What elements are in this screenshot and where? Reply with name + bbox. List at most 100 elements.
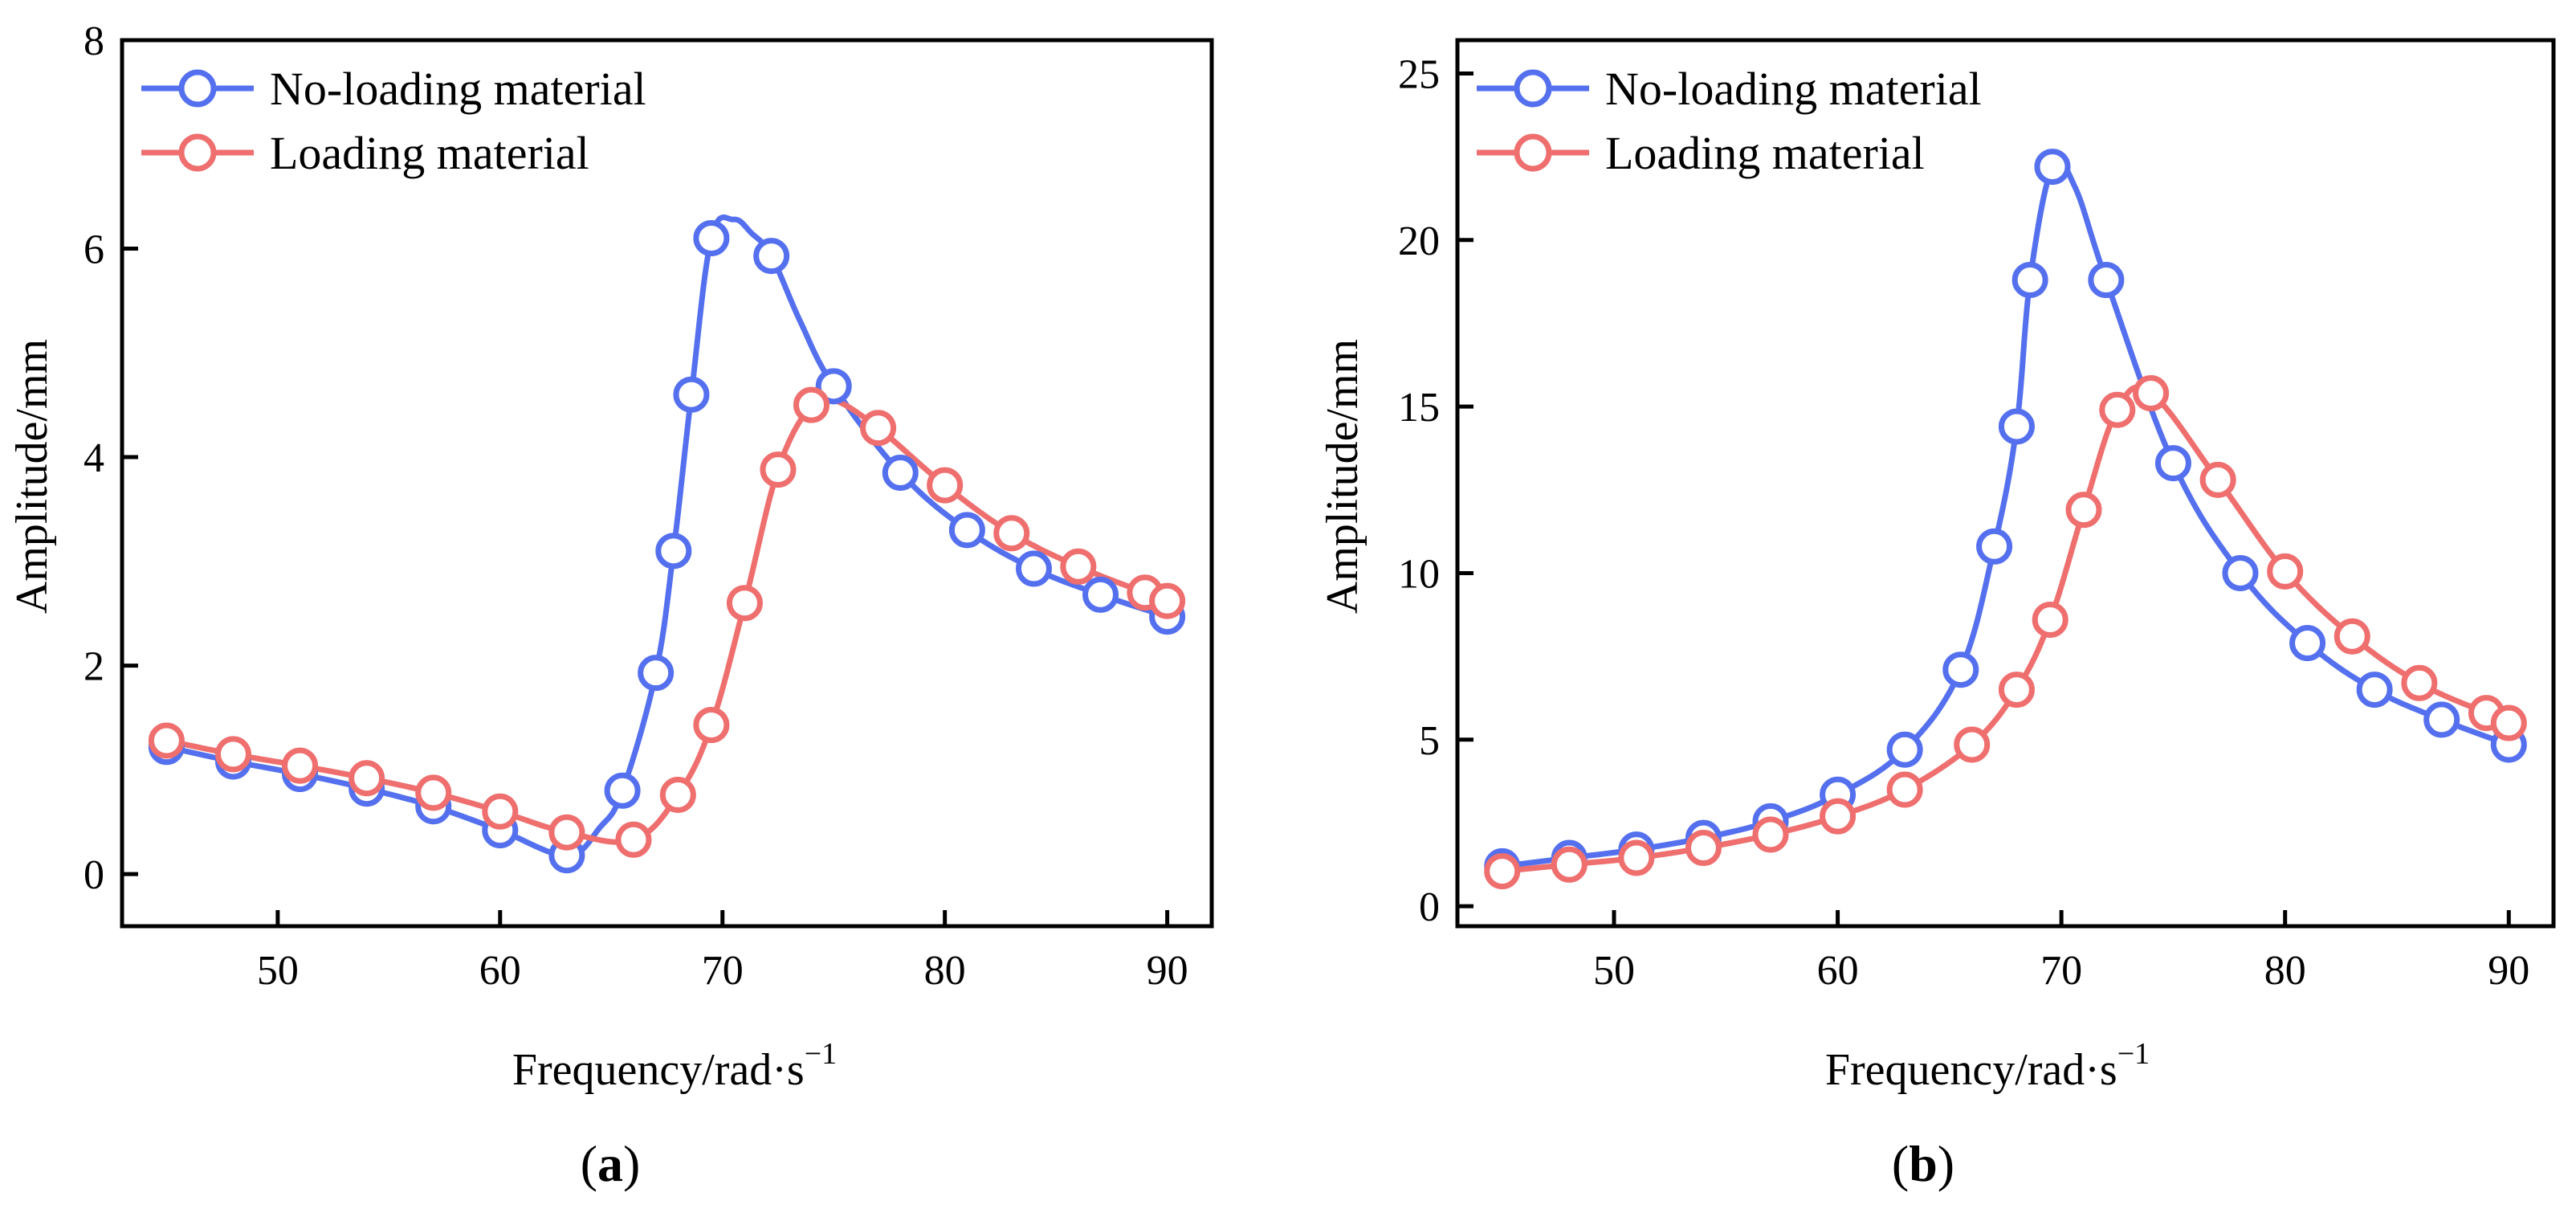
panel-a-loading-point bbox=[615, 821, 652, 858]
panel-b-legend-item-no-loading: No-loading material bbox=[1477, 63, 1982, 115]
panel-b-loading-point bbox=[2199, 461, 2236, 498]
panel-b-ytick-label: 0 bbox=[1419, 884, 1440, 930]
panel-a-loading-point bbox=[282, 747, 319, 784]
panel-b-no-loading-point bbox=[2289, 625, 2326, 662]
panel-a-loading-point bbox=[793, 386, 830, 423]
panel-b-loading-point bbox=[2133, 375, 2170, 412]
panel-a-no-loading-point bbox=[604, 772, 641, 809]
panel-b-ytick-label: 15 bbox=[1398, 385, 1440, 431]
panel-b-legend: No-loading material Loading material bbox=[1477, 63, 1982, 179]
panel-a-no-loading-point bbox=[753, 238, 790, 275]
panel-b-loading-point bbox=[2267, 553, 2304, 590]
panel-a-xlabel: Frequency/rad·s−1 bbox=[512, 1037, 837, 1095]
panel-b-ytick-label: 5 bbox=[1419, 718, 1440, 764]
panel-b-plot-frame bbox=[1455, 38, 2556, 929]
panel-a-loading-point bbox=[1060, 548, 1097, 585]
panel-a-legend-label-loading: Loading material bbox=[270, 127, 589, 179]
panel-a-xlabel-main: Frequency/rad·s bbox=[512, 1045, 805, 1095]
panel-b-ylabel: Amplitude/mm bbox=[1318, 339, 1367, 614]
panel-b-xlabel-main: Frequency/rad·s bbox=[1825, 1045, 2117, 1095]
panel-a-no-loading-point bbox=[1015, 550, 1052, 587]
panel-a-no-loading-point bbox=[815, 368, 852, 405]
panel-a-xtick-label: 60 bbox=[479, 948, 521, 994]
panel-a-plot-frame bbox=[120, 38, 1214, 929]
panel-a-loading-point bbox=[482, 793, 519, 830]
panel-a-loading-point bbox=[760, 451, 797, 488]
panel-b-no-loading-point bbox=[1976, 528, 2013, 565]
panel-b-no-loading-point bbox=[2011, 262, 2048, 299]
panel-b-no-loading-point bbox=[2034, 149, 2071, 186]
panel-b-xtick-label: 60 bbox=[1817, 948, 1859, 994]
panel-b-no-loading-point bbox=[1886, 731, 1923, 768]
panel-a-loading-point bbox=[1149, 582, 1186, 619]
panel-b-label: (b) bbox=[1892, 1135, 1954, 1192]
panel-b-loading-point bbox=[1618, 839, 1655, 876]
panel-a-no-loading-point bbox=[1082, 576, 1119, 613]
panel-a-ticks: 50 60 70 80 90 0 2 4 6 8 bbox=[84, 18, 1188, 994]
panel-a-ytick-label: 0 bbox=[84, 852, 104, 898]
panel-a-legend-marker-loading bbox=[178, 133, 217, 172]
panel-a-legend-item-no-loading: No-loading material bbox=[141, 63, 646, 115]
panel-a-ytick-label: 2 bbox=[84, 644, 104, 690]
panel-a-loading-point bbox=[548, 814, 585, 851]
panel-a-legend-label-no-loading: No-loading material bbox=[270, 63, 646, 115]
panel-b-no-loading-point bbox=[2088, 262, 2125, 299]
chart-panel-a: 50 60 70 80 90 0 2 4 6 8 Amplitude/mm Frequency/r… bbox=[7, 18, 1214, 1192]
panel-a-ytick-label: 8 bbox=[84, 18, 104, 64]
panel-a-no-loading-point bbox=[882, 455, 919, 492]
panel-b-xlabel: Frequency/rad·s−1 bbox=[1825, 1037, 2150, 1095]
panel-b-loading-point bbox=[2032, 602, 2069, 639]
chart-panel-b: 50 60 70 80 90 0 5 10 15 20 25 Amplitude/mm Freque… bbox=[1318, 38, 2556, 1192]
panel-b-no-loading-point bbox=[2423, 701, 2460, 738]
panel-b-loading-point bbox=[1886, 771, 1923, 808]
panel-a-loading-point bbox=[659, 776, 696, 813]
panel-b-legend-label-loading: Loading material bbox=[1605, 127, 1925, 179]
panel-b-loading-point bbox=[1484, 853, 1521, 890]
panel-a-loading-point bbox=[415, 774, 452, 811]
panel-b-no-loading-point bbox=[2154, 445, 2191, 482]
panel-b-ytick-label: 25 bbox=[1398, 51, 1440, 97]
panel-a-xtick-label: 50 bbox=[257, 948, 299, 994]
panel-b-no-loading-series-line bbox=[1499, 157, 2512, 869]
panel-a-no-loading-point bbox=[948, 512, 985, 549]
panel-a-no-loading-point bbox=[655, 533, 692, 570]
panel-b-xtick-label: 90 bbox=[2488, 948, 2529, 994]
panel-a-loading-point bbox=[927, 467, 964, 504]
panel-b-no-loading-point bbox=[2222, 554, 2259, 591]
panel-a-xtick-label: 80 bbox=[924, 948, 966, 994]
panel-a-no-loading-point bbox=[673, 376, 710, 413]
panel-b-loading-point bbox=[2099, 391, 2136, 428]
panel-b-loading-point bbox=[1820, 798, 1857, 835]
panel-a-markers bbox=[148, 220, 1186, 874]
panel-b-loading-point bbox=[1752, 816, 1789, 853]
panel-a-loading-point bbox=[148, 722, 185, 759]
panel-a-loading-point bbox=[348, 760, 385, 797]
panel-a-xtick-label: 90 bbox=[1147, 948, 1188, 994]
panel-a-ylabel: Amplitude/mm bbox=[7, 339, 57, 614]
panel-b-loading-point bbox=[1685, 830, 1722, 867]
panel-b-loading-point bbox=[1998, 672, 2035, 709]
panel-a-ytick-label: 6 bbox=[84, 227, 104, 273]
panel-b-no-loading-point bbox=[2356, 672, 2393, 709]
panel-b-ticks: 50 60 70 80 90 0 5 10 15 20 25 bbox=[1398, 51, 2529, 994]
panel-b-loading-point bbox=[1954, 726, 1991, 763]
panel-a-xlabel-sup: −1 bbox=[805, 1037, 837, 1071]
panel-b-loading-point bbox=[2401, 664, 2438, 701]
panel-a-label: (a) bbox=[581, 1135, 641, 1192]
panel-b-legend-marker-loading bbox=[1514, 133, 1552, 172]
panel-a-ytick-label: 4 bbox=[84, 435, 104, 481]
panel-b-no-loading-point bbox=[1998, 408, 2035, 445]
panel-b-loading-point bbox=[2065, 492, 2102, 529]
panel-b-loading-point bbox=[2333, 618, 2370, 655]
panel-a-loading-point bbox=[993, 515, 1030, 552]
panel-a-no-loading-point bbox=[693, 220, 730, 257]
panel-b-curves bbox=[1499, 157, 2512, 875]
panel-a-loading-point bbox=[214, 736, 251, 773]
panel-b-legend-label-no-loading: No-loading material bbox=[1605, 63, 1982, 115]
panel-a-legend-marker-no-loading bbox=[178, 69, 217, 108]
panel-a-loading-point bbox=[860, 410, 897, 447]
panel-b-markers bbox=[1484, 149, 2527, 890]
panel-b-xtick-label: 70 bbox=[2040, 948, 2082, 994]
panel-a-no-loading-point bbox=[638, 655, 675, 692]
